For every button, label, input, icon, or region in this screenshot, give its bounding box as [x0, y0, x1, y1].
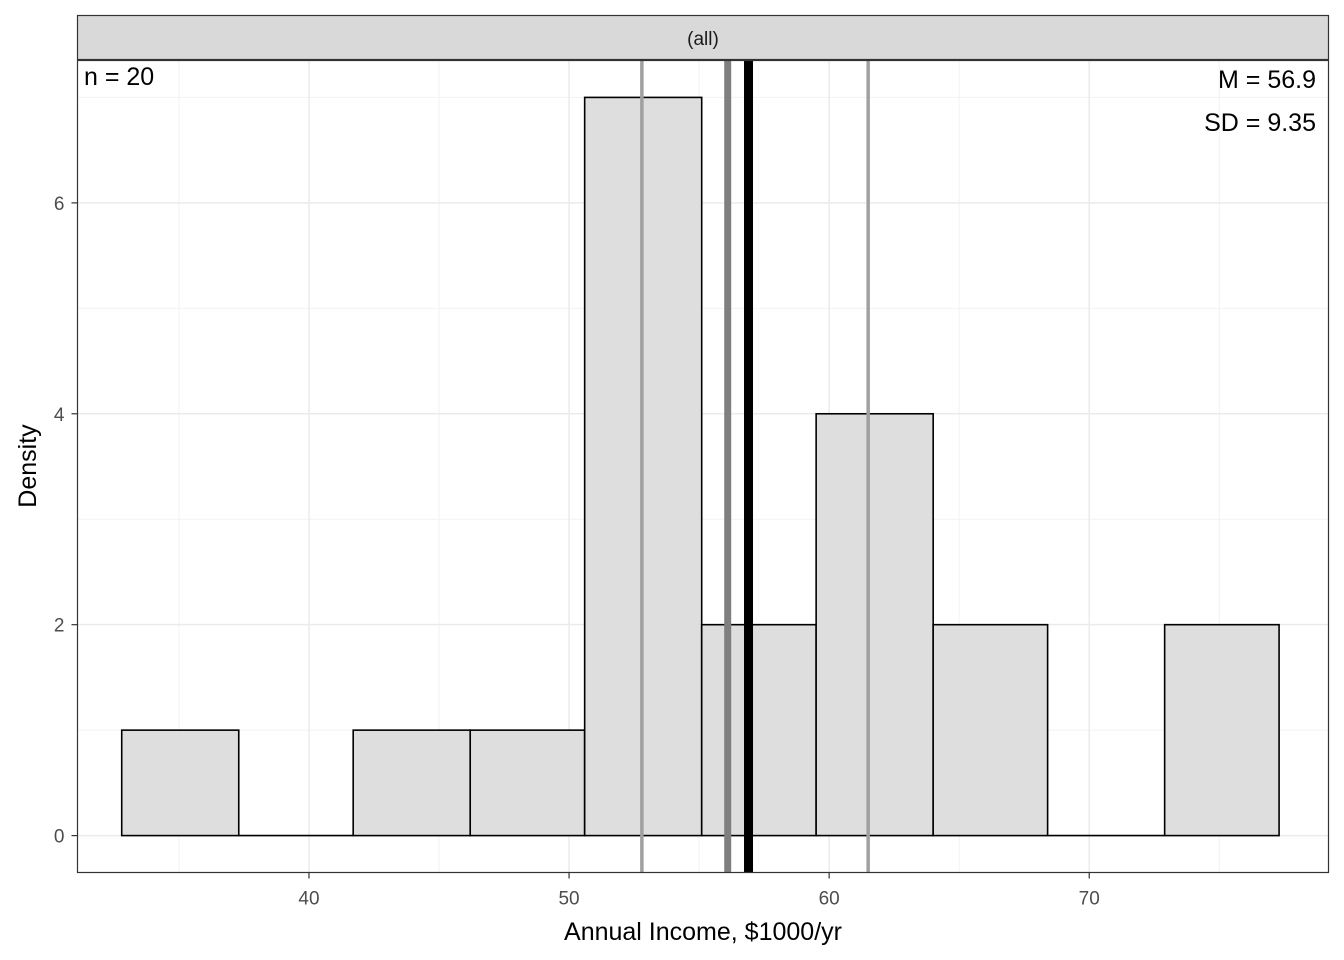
x-axis-title: Annual Income, $1000/yr	[564, 918, 842, 946]
facet-strip-label: (all)	[687, 29, 719, 50]
y-axis-title: Density	[14, 424, 42, 508]
y-tick-label: 6	[54, 194, 65, 215]
sample-size-label: n = 20	[84, 63, 154, 91]
mean-label: M = 56.9	[1218, 66, 1316, 94]
y-tick-label: 0	[54, 827, 65, 848]
plot-panel-border	[76, 59, 1330, 874]
histogram-bar	[815, 412, 934, 837]
histogram-bar	[700, 623, 817, 837]
x-tick-label: 50	[558, 889, 579, 910]
y-tick-label: 4	[54, 405, 65, 426]
histogram-bar	[932, 623, 1049, 837]
histogram-bar	[120, 729, 240, 837]
facet-strip	[76, 14, 1330, 61]
x-axis-ticks: 40 50 60 70	[298, 872, 1100, 910]
y-tick-label: 2	[54, 616, 65, 637]
x-tick-label: 40	[298, 889, 319, 910]
y-axis-ticks: 0 2 4 6	[54, 194, 78, 848]
sd-label: SD = 9.35	[1204, 109, 1316, 137]
x-tick-label: 70	[1079, 889, 1100, 910]
reference-lines	[640, 60, 870, 873]
histogram-bar	[352, 729, 472, 837]
histogram-bar	[469, 729, 586, 837]
histogram-bar	[1163, 623, 1280, 837]
histogram-bars	[120, 96, 1280, 837]
x-tick-label: 60	[819, 889, 840, 910]
